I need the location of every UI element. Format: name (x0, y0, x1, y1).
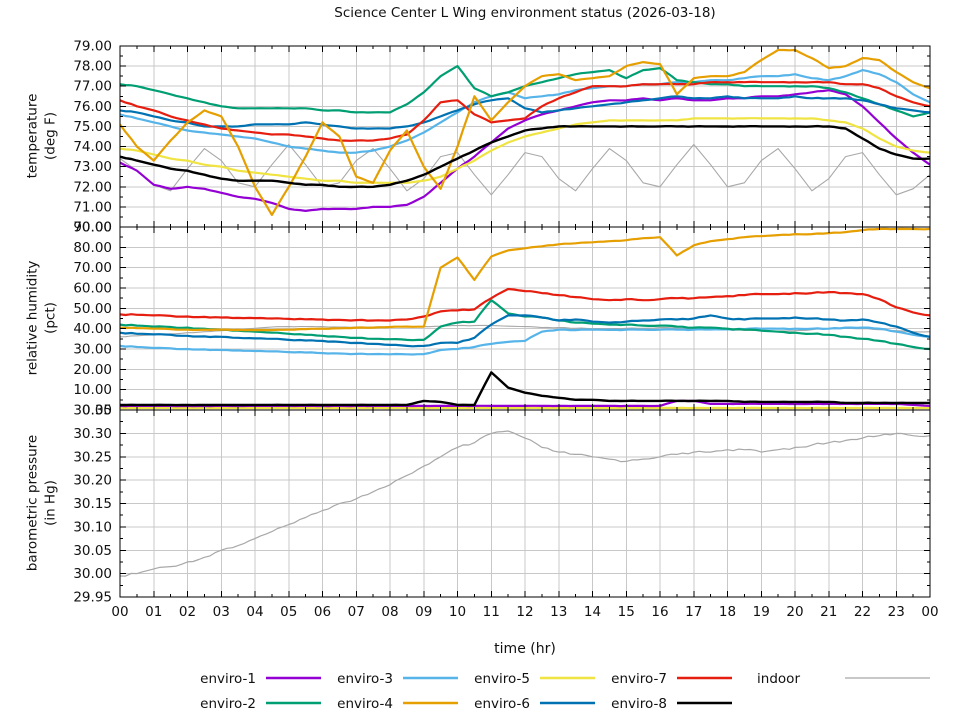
series-barometric-pressure-indoor (120, 430, 930, 577)
legend-label-enviro-8: enviro-8 (611, 696, 667, 712)
xtick-label: 21 (820, 604, 837, 620)
xtick-label: 12 (516, 604, 533, 620)
ytick-label: 0.00 (82, 403, 112, 419)
xtick-label: 04 (246, 604, 263, 620)
series-relative-humidity-enviro-7 (120, 287, 930, 322)
series-group-temperature (120, 48, 930, 216)
xtick-label: 17 (685, 604, 702, 620)
ytick-label: 20.00 (73, 362, 112, 378)
series-group-barometric-pressure (120, 430, 930, 577)
ytick-label: 73.00 (73, 159, 112, 175)
xtick-label: 18 (719, 604, 736, 620)
series-temperature-enviro-8 (120, 124, 930, 189)
ytick-labels-relative-humidity: 90.00 80.00 70.00 60.00 50.00 40.00 30.00 20.00… (73, 220, 112, 419)
ytick-label: 60.00 (73, 281, 112, 297)
ytick-label: 74.00 (73, 139, 112, 155)
legend-label-enviro-4: enviro-4 (337, 696, 393, 712)
frame-barometric-pressure (119, 409, 931, 598)
legend-entry-enviro-1: enviro-1 (200, 671, 321, 687)
legend-label-enviro-5: enviro-5 (474, 671, 530, 687)
grid-relative-humidity (120, 227, 930, 410)
ytick-label: 30.15 (73, 496, 112, 512)
legend-label-indoor: indoor (757, 671, 800, 687)
ytick-label: 30.05 (73, 543, 112, 559)
xtick-label: 05 (280, 604, 297, 620)
legend-entry-enviro-2: enviro-2 (200, 696, 321, 712)
series-relative-humidity-indoor (120, 324, 930, 338)
xtick-label: 10 (449, 604, 466, 620)
xtick-label: 09 (415, 604, 432, 620)
xtick-label: 20 (786, 604, 803, 620)
series-relative-humidity-enviro-3 (120, 326, 930, 356)
legend-entry-enviro-6: enviro-6 (474, 696, 595, 712)
ytick-label: 30.30 (73, 426, 112, 442)
xtick-label: 03 (213, 604, 230, 620)
legend-label-enviro-6: enviro-6 (474, 696, 530, 712)
xtick-label: 11 (483, 604, 500, 620)
grid-barometric-pressure (120, 410, 930, 597)
legend-label-enviro-3: enviro-3 (337, 671, 393, 687)
series-temperature-enviro-1 (120, 89, 930, 212)
ytick-label: 30.00 (73, 566, 112, 582)
ytick-label: 77.00 (73, 79, 112, 95)
xtick-label: 15 (618, 604, 635, 620)
ytick-label: 30.35 (73, 403, 112, 419)
legend-label-enviro-2: enviro-2 (200, 696, 256, 712)
series-temperature-enviro-7 (120, 80, 930, 142)
series-temperature-enviro-5 (120, 117, 930, 184)
legend: enviro-1 enviro-3 enviro-5 enviro-7 indoor en… (200, 671, 930, 712)
xtick-label: 06 (314, 604, 331, 620)
legend-label-enviro-1: enviro-1 (200, 671, 256, 687)
ytick-label: 30.20 (73, 473, 112, 489)
legend-label-enviro-7: enviro-7 (611, 671, 667, 687)
xtick-label: 23 (888, 604, 905, 620)
series-relative-humidity-enviro-6 (120, 314, 930, 348)
xtick-labels: 00 01 02 03 04 05 06 07 08 09 10 11 12 13 14 15 16 17 18 19… (111, 604, 938, 620)
xtick-label: 01 (145, 604, 162, 620)
ytick-label: 30.25 (73, 449, 112, 465)
legend-entry-enviro-8: enviro-8 (611, 696, 732, 712)
ytick-label: 30.10 (73, 519, 112, 535)
ytick-label: 30.00 (73, 342, 112, 358)
ytick-labels-barometric-pressure: 30.35 30.30 30.25 30.20 30.15 30.10 30.05 30.00… (73, 403, 112, 606)
ytick-label: 40.00 (73, 321, 112, 337)
xtick-label: 14 (584, 604, 601, 620)
series-temperature-enviro-6 (120, 95, 930, 130)
ytick-labels-temperature: 79.00 78.00 77.00 76.00 75.00 74.00 73.00 72.00… (73, 39, 112, 236)
legend-entry-enviro-7: enviro-7 (611, 671, 732, 687)
series-temperature-enviro-3 (120, 69, 930, 154)
xtick-label: 08 (381, 604, 398, 620)
legend-entry-indoor: indoor (757, 671, 930, 687)
ytick-label: 79.00 (73, 39, 112, 55)
chart-title: Science Center L Wing environment status… (334, 5, 716, 21)
xtick-label: 00 (111, 604, 128, 620)
legend-entry-enviro-5: enviro-5 (474, 671, 595, 687)
ytick-label: 90.00 (73, 220, 112, 236)
x-axis-label: time (hr) (494, 641, 556, 657)
xtick-label: 07 (348, 604, 365, 620)
ytick-label: 71.00 (73, 199, 112, 215)
xtick-label: 19 (753, 604, 770, 620)
legend-entry-enviro-3: enviro-3 (337, 671, 458, 687)
xtick-label: 02 (179, 604, 196, 620)
legend-entry-enviro-4: enviro-4 (337, 696, 458, 712)
ytick-label: 78.00 (73, 59, 112, 75)
xtick-label: 22 (854, 604, 871, 620)
ytick-label: 70.00 (73, 220, 112, 236)
xtick-label: 16 (651, 604, 668, 620)
series-relative-humidity-enviro-4 (120, 227, 930, 332)
ytick-label: 72.00 (73, 179, 112, 195)
xtick-label: 00 (921, 604, 938, 620)
ytick-label: 50.00 (73, 301, 112, 317)
ytick-label: 75.00 (73, 119, 112, 135)
xtick-label: 13 (550, 604, 567, 620)
ytick-label: 10.00 (73, 382, 112, 398)
ytick-label: 70.00 (73, 260, 112, 276)
ytick-label: 76.00 (73, 99, 112, 115)
ytick-label: 29.95 (73, 590, 112, 606)
ytick-label: 80.00 (73, 240, 112, 256)
